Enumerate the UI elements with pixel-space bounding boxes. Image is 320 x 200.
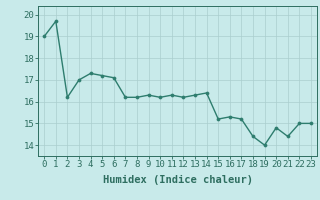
X-axis label: Humidex (Indice chaleur): Humidex (Indice chaleur): [103, 175, 252, 185]
